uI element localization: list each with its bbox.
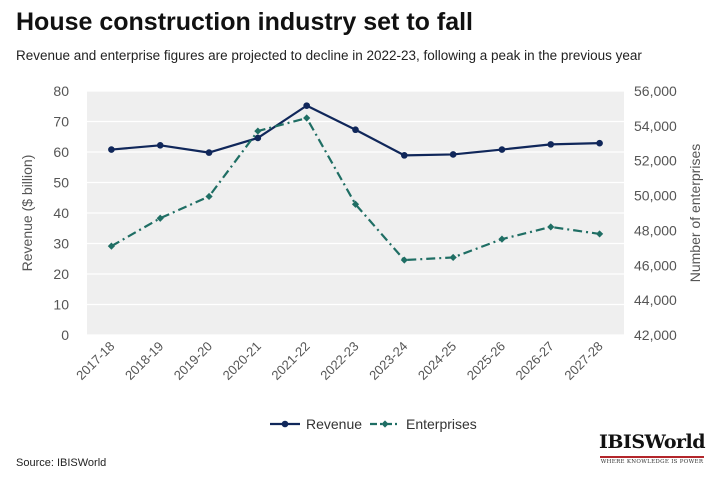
left-axis-ticks: 0 10 20 30 40 50 60 70 80 [53, 83, 69, 343]
right-tick-label: 42,000 [634, 327, 677, 343]
enterprises-point [254, 127, 262, 135]
enterprises-line [110, 116, 600, 262]
left-tick-label: 60 [53, 144, 69, 160]
x-tick-label: 2022-23 [317, 339, 361, 383]
x-tick-label: 2018-19 [122, 339, 166, 383]
right-axis-label: Number of enterprises [687, 144, 703, 283]
x-tick-label: 2019-20 [171, 339, 215, 383]
revenue-point [449, 151, 457, 158]
enterprises-point [351, 200, 360, 208]
x-tick-label: 2021-22 [268, 339, 312, 383]
left-tick-label: 50 [53, 175, 69, 191]
right-axis-ticks: 42,000 44,000 46,000 48,000 50,000 52,000 54,0… [634, 83, 677, 343]
revenue-point [205, 149, 213, 156]
x-tick-label: 2024-25 [415, 339, 459, 383]
right-tick-label: 46,000 [634, 257, 677, 273]
x-tick-label: 2027-28 [561, 339, 605, 383]
legend: Revenue Enterprises [270, 416, 477, 432]
x-tick-label: 2023-24 [366, 339, 410, 383]
source-note: Source: IBISWorld [16, 457, 107, 469]
grid-lines [87, 90, 624, 336]
left-tick-label: 0 [61, 327, 69, 343]
x-tick-label: 2025-26 [464, 339, 508, 383]
revenue-point [156, 141, 164, 149]
left-tick-label: 80 [53, 83, 69, 99]
enterprises-point [205, 192, 213, 201]
chart-subtitle: Revenue and enterprise figures are proje… [16, 48, 642, 63]
enterprises-point [595, 230, 604, 238]
enterprises-point [498, 235, 506, 243]
left-axis-label: Revenue ($ billion) [19, 155, 35, 272]
left-tick-label: 20 [53, 266, 69, 282]
left-tick-label: 30 [53, 236, 69, 252]
x-tick-label: 2020-21 [220, 339, 264, 383]
revenue-point [108, 146, 115, 153]
legend-revenue-label: Revenue [306, 416, 362, 432]
enterprises-point [400, 256, 408, 264]
right-tick-label: 44,000 [634, 292, 677, 308]
enterprises-point [156, 214, 164, 222]
revenue-point [303, 102, 310, 109]
revenue-point [401, 152, 408, 159]
revenue-point [498, 146, 506, 153]
enterprises-point [107, 242, 116, 250]
revenue-point [596, 139, 603, 147]
revenue-point [254, 134, 262, 142]
legend-enterprises-marker [381, 420, 389, 428]
enterprises-point [303, 114, 311, 122]
logo-accent-line [600, 456, 704, 458]
right-tick-label: 56,000 [634, 83, 677, 99]
legend-enterprises-label: Enterprises [406, 416, 477, 432]
chart-title: House construction industry set to fall [16, 8, 473, 36]
right-tick-label: 52,000 [634, 153, 677, 169]
series-group [107, 102, 604, 264]
legend-revenue-marker [281, 420, 289, 428]
revenue-point [547, 141, 555, 148]
enterprises-point [449, 253, 457, 262]
enterprises-point [547, 223, 555, 231]
left-tick-label: 10 [53, 297, 69, 313]
right-tick-label: 54,000 [634, 118, 677, 134]
revenue-point [352, 126, 359, 134]
right-tick-label: 48,000 [634, 222, 677, 238]
x-axis-ticks: 2017-18 2018-19 2019-20 2020-21 2021-22 2022-… [73, 339, 606, 383]
left-tick-label: 40 [53, 205, 69, 221]
logo-name: IBISWorld [598, 431, 706, 453]
logo-tagline: WHERE KNOWLEDGE IS POWER [600, 459, 704, 465]
x-tick-label: 2017-18 [73, 339, 117, 383]
x-tick-label: 2026-27 [513, 339, 557, 383]
ibisworld-logo: IBISWorld WHERE KNOWLEDGE IS POWER [598, 431, 706, 469]
left-tick-label: 70 [53, 114, 69, 130]
right-tick-label: 50,000 [634, 188, 677, 204]
